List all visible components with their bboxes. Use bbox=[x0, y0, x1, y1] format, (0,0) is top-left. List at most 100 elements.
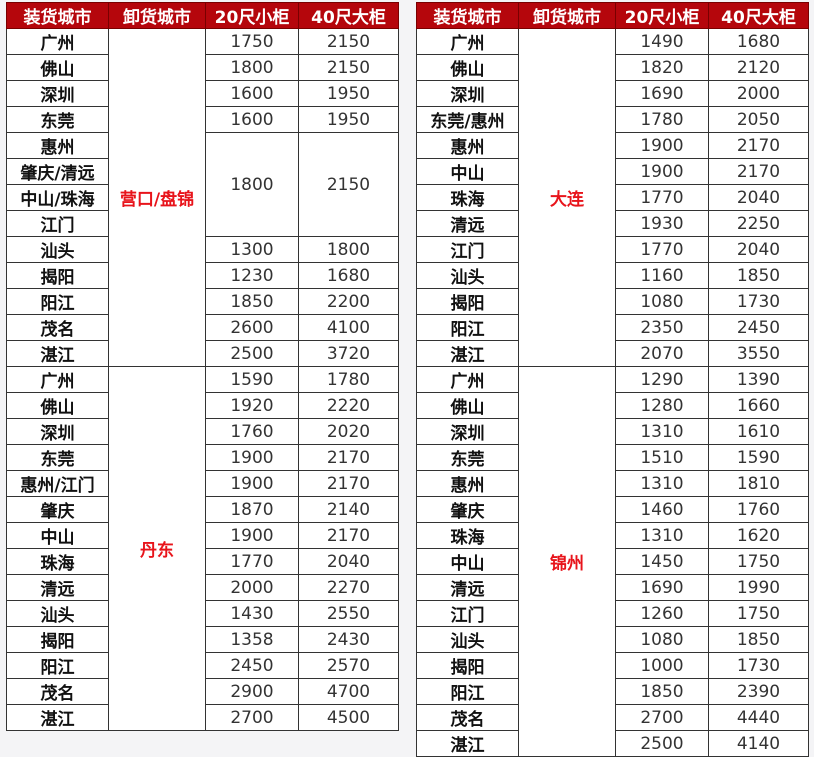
table-row: 清远 1690 1990 bbox=[416, 574, 809, 601]
price-20ft: 1850 bbox=[615, 678, 709, 705]
table-row: 深圳 1600 1950 bbox=[6, 80, 399, 107]
load-city: 广州 bbox=[416, 366, 519, 393]
table-row: 广州 丹东 1590 1780 bbox=[6, 366, 399, 731]
header-unload-city: 卸货城市 bbox=[108, 2, 206, 29]
price-20ft: 1310 bbox=[615, 470, 709, 497]
load-city: 揭阳 bbox=[6, 262, 109, 289]
price-20ft: 1260 bbox=[615, 600, 709, 627]
load-city: 阳江 bbox=[6, 652, 109, 679]
price-40ft: 1990 bbox=[708, 574, 809, 601]
price-20ft: 1760 bbox=[205, 418, 299, 445]
table-row: 东莞 1600 1950 bbox=[6, 106, 399, 133]
price-40ft: 4140 bbox=[708, 730, 809, 757]
price-20ft: 1900 bbox=[205, 470, 299, 497]
price-40ft: 2050 bbox=[708, 106, 809, 133]
load-city: 茂名 bbox=[6, 678, 109, 705]
price-20ft: 1900 bbox=[205, 522, 299, 549]
load-city: 肇庆 bbox=[6, 496, 109, 523]
table-row: 阳江 1850 2200 bbox=[6, 288, 399, 315]
price-20ft: 1900 bbox=[615, 132, 709, 159]
price-20ft: 1300 bbox=[205, 236, 299, 263]
price-40ft: 1680 bbox=[708, 28, 809, 55]
table-row: 东莞/惠州 1780 2050 bbox=[416, 106, 809, 133]
table-row: 清远 2000 2270 bbox=[6, 574, 399, 601]
load-city: 茂名 bbox=[416, 704, 519, 731]
price-40ft: 2390 bbox=[708, 678, 809, 705]
price-40ft: 2250 bbox=[708, 210, 809, 237]
load-city: 深圳 bbox=[416, 80, 519, 107]
price-20ft: 1770 bbox=[205, 548, 299, 575]
load-city: 湛江 bbox=[416, 730, 519, 757]
load-city: 珠海 bbox=[416, 184, 519, 211]
price-40ft: 1950 bbox=[298, 80, 399, 107]
table-row: 广州 大连 1490 1680 bbox=[416, 28, 809, 367]
load-city: 惠州 bbox=[6, 132, 109, 159]
load-city: 汕头 bbox=[416, 626, 519, 653]
price-40ft: 4100 bbox=[298, 314, 399, 341]
load-city: 惠州/江门 bbox=[6, 470, 109, 497]
price-40ft: 2170 bbox=[298, 470, 399, 497]
table-row: 江门 bbox=[6, 210, 399, 237]
price-40ft: 4500 bbox=[298, 704, 399, 731]
load-city: 深圳 bbox=[416, 418, 519, 445]
price-40ft: 1610 bbox=[708, 418, 809, 445]
table-row: 中山 1450 1750 bbox=[416, 548, 809, 575]
table-row: 珠海 1770 2040 bbox=[416, 184, 809, 211]
table-row: 肇庆 1460 1760 bbox=[416, 496, 809, 523]
load-city: 揭阳 bbox=[6, 626, 109, 653]
load-city: 中山 bbox=[6, 522, 109, 549]
load-city: 中山 bbox=[416, 548, 519, 575]
freight-rate-table-right: 装货城市 卸货城市 20尺小柜 40尺大柜 广州 大连 1490 1680 佛山 1820 2120… bbox=[416, 2, 809, 757]
price-20ft: 1510 bbox=[615, 444, 709, 471]
table-row: 惠州 1310 1810 bbox=[416, 470, 809, 497]
load-city: 佛山 bbox=[416, 54, 519, 81]
price-20ft: 2450 bbox=[205, 652, 299, 679]
load-city: 珠海 bbox=[6, 548, 109, 575]
price-40ft: 2150 bbox=[298, 28, 399, 55]
price-40ft: 1850 bbox=[708, 626, 809, 653]
price-20ft: 2000 bbox=[205, 574, 299, 601]
load-city: 汕头 bbox=[416, 262, 519, 289]
price-20ft: 1310 bbox=[615, 522, 709, 549]
load-city: 广州 bbox=[416, 28, 519, 55]
load-city: 东莞 bbox=[416, 444, 519, 471]
price-40ft: 1680 bbox=[298, 262, 399, 289]
load-city: 东莞/惠州 bbox=[416, 106, 519, 133]
header-40ft: 40尺大柜 bbox=[298, 2, 399, 29]
load-city: 茂名 bbox=[6, 314, 109, 341]
unload-city: 锦州 bbox=[518, 366, 616, 757]
table-row: 茂名 2700 4440 bbox=[416, 704, 809, 731]
price-40ft: 1620 bbox=[708, 522, 809, 549]
price-20ft: 1900 bbox=[205, 444, 299, 471]
price-40ft: 1950 bbox=[298, 106, 399, 133]
price-20ft: 2500 bbox=[615, 730, 709, 757]
load-city: 清远 bbox=[416, 574, 519, 601]
price-20ft: 2700 bbox=[615, 704, 709, 731]
price-20ft: 1230 bbox=[205, 262, 299, 289]
price-20ft: 1750 bbox=[205, 28, 299, 55]
table-row: 惠州 1900 2170 bbox=[416, 132, 809, 159]
price-40ft: 1750 bbox=[708, 600, 809, 627]
price-20ft: 1930 bbox=[615, 210, 709, 237]
table-row: 佛山 1820 2120 bbox=[416, 54, 809, 81]
price-40ft: 2170 bbox=[708, 132, 809, 159]
price-20ft: 1450 bbox=[615, 548, 709, 575]
header-20ft: 20尺小柜 bbox=[205, 2, 299, 29]
price-20ft: 1600 bbox=[205, 106, 299, 133]
price-40ft: 1730 bbox=[708, 288, 809, 315]
price-40ft: 2170 bbox=[298, 522, 399, 549]
table-row: 佛山 1800 2150 bbox=[6, 54, 399, 81]
load-city: 清远 bbox=[6, 574, 109, 601]
price-40ft: 2040 bbox=[708, 236, 809, 263]
price-40ft: 2120 bbox=[708, 54, 809, 81]
table-row: 深圳 1310 1610 bbox=[416, 418, 809, 445]
freight-rate-table-left: 装货城市 卸货城市 20尺小柜 40尺大柜 广州 营口/盘锦 1750 2150 佛山 1800 2… bbox=[6, 2, 399, 731]
load-city: 广州 bbox=[6, 366, 109, 393]
price-40ft: 1810 bbox=[708, 470, 809, 497]
price-40ft: 2200 bbox=[298, 288, 399, 315]
header-row: 装货城市 卸货城市 20尺小柜 40尺大柜 bbox=[6, 2, 399, 29]
table-row: 珠海 1310 1620 bbox=[416, 522, 809, 549]
load-city: 湛江 bbox=[6, 340, 109, 367]
price-20ft: 1920 bbox=[205, 392, 299, 419]
price-20ft: 2900 bbox=[205, 678, 299, 705]
